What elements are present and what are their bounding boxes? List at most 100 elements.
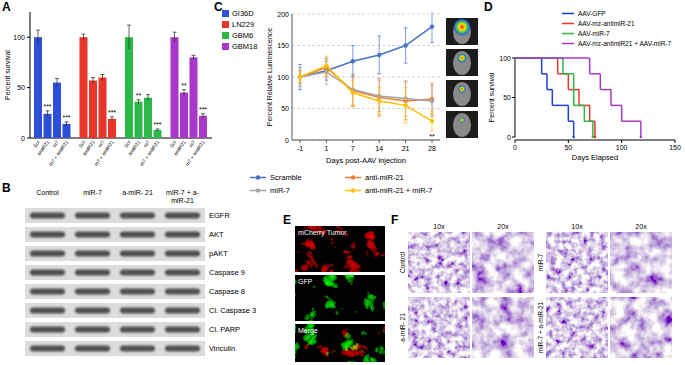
x-tick — [352, 140, 353, 143]
error-bar — [377, 36, 381, 74]
significance: ** — [429, 133, 435, 140]
series-line — [300, 68, 432, 101]
bar — [108, 119, 116, 138]
step-drop — [621, 105, 623, 121]
bar — [199, 116, 207, 138]
legend-line — [562, 43, 574, 45]
bar — [144, 98, 152, 138]
blot-band — [30, 213, 65, 219]
blot-band — [120, 327, 155, 333]
step-segment — [552, 105, 568, 107]
error-bar — [298, 71, 302, 84]
blot-band — [30, 232, 65, 238]
x-tick — [621, 140, 622, 143]
error-bar — [201, 114, 205, 118]
error-bar — [137, 100, 141, 104]
step-drop — [573, 74, 575, 106]
histology-image — [610, 297, 672, 358]
significance: ** — [181, 82, 187, 89]
marker — [351, 59, 355, 63]
bar — [135, 102, 143, 138]
blot-strip — [25, 227, 205, 242]
grid-line — [292, 77, 440, 78]
y-tick-label: 100 — [277, 74, 289, 81]
blot-strip — [25, 208, 205, 223]
error-bar — [324, 56, 328, 75]
legend-line — [562, 33, 574, 35]
x-tick-label: 100 — [616, 144, 628, 151]
blot-band — [165, 308, 200, 314]
blot-band — [30, 270, 65, 276]
x-tick — [675, 140, 676, 143]
legend-label: AAV-mz-antimiR-21 — [578, 20, 635, 27]
grid-line — [292, 140, 440, 141]
y-tick-label: 200 — [277, 11, 289, 18]
column-header: Control — [25, 189, 70, 197]
legend-label: Scramble — [270, 173, 302, 182]
step-drop — [552, 90, 554, 106]
step-drop — [600, 74, 602, 90]
blot-band — [75, 308, 110, 314]
error-bar — [156, 129, 160, 131]
x-axis — [515, 140, 675, 141]
error-bar — [101, 74, 105, 80]
y-tick — [512, 58, 515, 59]
legend-swatch — [222, 21, 229, 28]
blot-strip — [25, 303, 205, 318]
x-tick-label: 0 — [513, 144, 517, 151]
x-tick-label: amiR21 — [172, 139, 187, 157]
series-line — [300, 66, 432, 121]
y-tick-label: 150 — [277, 42, 289, 49]
step-drop — [557, 58, 559, 74]
error-bar — [404, 88, 408, 123]
step-drop — [589, 58, 591, 74]
step-segment — [584, 120, 593, 122]
x-axis-label: Days post-AAV injection — [326, 156, 406, 165]
mouse-image — [446, 80, 478, 107]
x-tick — [515, 140, 516, 143]
blot-band — [75, 270, 110, 276]
grid-line — [292, 108, 440, 109]
error-bar — [182, 90, 186, 96]
column-header: 20x — [635, 223, 647, 230]
x-tick-label: amiR21 — [36, 139, 51, 157]
column-header: 20x — [497, 223, 509, 230]
row-label: a-miR- 21 — [399, 313, 406, 342]
blot-band — [30, 346, 65, 352]
y-axis-label: Percent survival — [488, 72, 495, 122]
marker — [430, 119, 434, 123]
row-label: Caspase 9 — [209, 268, 245, 277]
row-label: pAKT — [209, 249, 228, 258]
significance: *** — [153, 121, 161, 128]
blot-band — [75, 232, 110, 238]
step-segment — [547, 89, 552, 91]
error-bar — [351, 46, 355, 78]
x-tick-label: m7 + amiR21 — [47, 139, 69, 167]
blot-band — [165, 270, 200, 276]
blot-band — [120, 213, 155, 219]
step-drop — [568, 105, 570, 121]
luminescence — [457, 53, 467, 63]
blot-band — [120, 346, 155, 352]
bar — [80, 37, 88, 138]
marker — [298, 75, 302, 79]
luminescence — [458, 85, 466, 93]
fluorescence-image — [295, 275, 385, 321]
y-tick-label: 50 — [503, 94, 511, 101]
x-tick-label: amiR21 — [81, 139, 96, 157]
legend-marker — [256, 188, 260, 192]
grid-line — [292, 45, 440, 46]
row-label: Caspase 8 — [209, 287, 245, 296]
histology-image — [472, 297, 534, 358]
legend-label: miR-7 — [270, 186, 290, 195]
x-tick-label: 28 — [428, 145, 436, 152]
row-label: AKT — [209, 230, 224, 239]
legend-label: AAV-miR-7 — [578, 30, 610, 37]
figure: ABCDEF050100Percent survivalScr***amiR21… — [0, 0, 685, 365]
y-tick-label: 0 — [285, 137, 289, 144]
error-bar — [173, 32, 177, 42]
bar — [63, 124, 71, 138]
blot-band — [30, 251, 65, 257]
histology-image — [408, 297, 470, 358]
y-tick-label: 50 — [17, 84, 25, 91]
